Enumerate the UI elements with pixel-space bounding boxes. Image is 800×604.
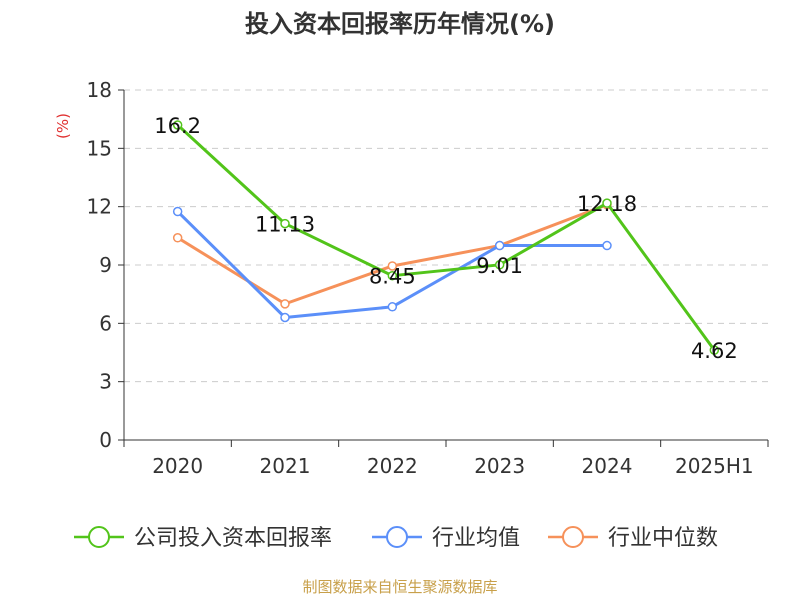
data-point [172, 206, 183, 217]
y-tick-label: 0 [99, 428, 112, 452]
legend-item[interactable]: 公司投入资本回报率 [74, 526, 332, 551]
data-point [602, 240, 612, 251]
data-labels: 16.2 11.13 8.45 9.01 12.18 4.62 [154, 114, 737, 363]
legend-label: 行业均值 [432, 526, 520, 551]
y-tick-label: 9 [99, 253, 112, 277]
data-point [494, 260, 505, 270]
data-point [387, 270, 398, 281]
data-label: 11.13 [255, 213, 315, 237]
series-lines [172, 120, 720, 355]
source-note: 制图数据来自恒生聚源数据库 [302, 578, 497, 596]
x-tick-label: 2024 [582, 454, 633, 478]
legend-marker [562, 526, 584, 548]
series-line [176, 203, 609, 306]
grid-lines [124, 89, 768, 383]
x-tick-label: 2021 [260, 454, 311, 478]
legend-marker [88, 526, 110, 548]
legend-marker [386, 526, 408, 548]
y-tick-label: 3 [99, 370, 112, 394]
legend-item[interactable]: 行业中位数 [548, 526, 718, 551]
y-tick-label: 15 [87, 136, 112, 160]
data-label: 4.62 [691, 339, 738, 363]
x-tick-label: 2023 [474, 454, 525, 478]
data-point [280, 312, 290, 323]
y-tick-label: 12 [87, 195, 112, 219]
data-label: 9.01 [476, 254, 523, 278]
series-line [176, 123, 716, 352]
data-point [172, 233, 183, 243]
data-point [387, 302, 398, 312]
data-point [280, 218, 290, 229]
data-point [494, 240, 505, 251]
data-point [280, 299, 290, 309]
chart-title: 投入资本回报率历年情况(%) [245, 10, 555, 38]
data-point [387, 261, 398, 271]
legend[interactable]: 公司投入资本回报率 行业均值 行业中位数 [74, 526, 718, 551]
data-point [172, 120, 183, 130]
y-tick-label: 6 [99, 311, 112, 335]
axes: 0 3 6 9 12 15 18 2020 2021 2022 2023 2024 2025H1 [87, 78, 769, 478]
legend-label: 公司投入资本回报率 [134, 526, 332, 551]
data-point [602, 198, 612, 208]
x-tick-label: 2025H1 [675, 454, 754, 478]
x-tick-label: 2020 [152, 454, 203, 478]
y-tick-label: 18 [87, 78, 112, 102]
y-axis-label: (%) [54, 113, 72, 139]
data-label: 12.18 [577, 192, 637, 216]
legend-label: 行业中位数 [608, 526, 718, 551]
data-label: 8.45 [369, 265, 416, 289]
data-point [709, 345, 720, 355]
data-label: 16.2 [154, 114, 201, 138]
legend-item[interactable]: 行业均值 [372, 526, 520, 551]
x-tick-label: 2022 [367, 454, 418, 478]
